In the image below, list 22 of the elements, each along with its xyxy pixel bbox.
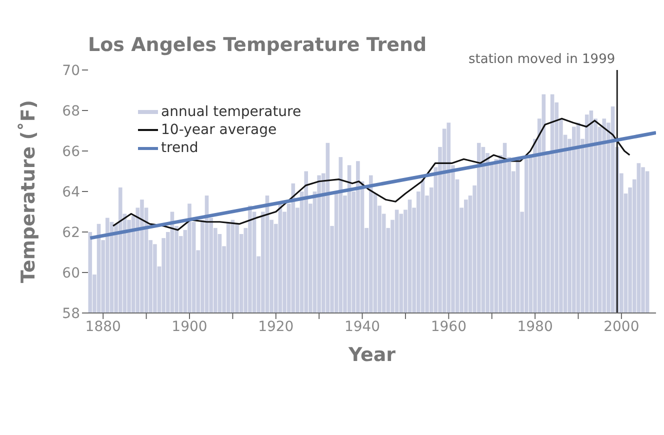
x-tick-label: 1900: [172, 318, 208, 335]
legend-label: trend: [161, 139, 198, 157]
x-tick-label: 2000: [604, 318, 640, 335]
y-tick-label: 66: [62, 144, 80, 160]
x-tick-label: 1980: [517, 318, 553, 335]
chart-title: Los Angeles Temperature Trend: [88, 34, 427, 56]
legend-label: annual temperature: [161, 103, 302, 121]
line-series: [112, 118, 630, 231]
y-tick-label: 62: [62, 224, 80, 241]
y-tick-label: 60: [62, 265, 80, 282]
ref-line-label: station moved in 1999: [468, 52, 616, 68]
y-tick-label: 68: [62, 103, 80, 120]
legend-label: 10-year average: [161, 121, 277, 139]
x-tick-label: 1940: [344, 318, 380, 335]
x-tick-label: 1920: [258, 318, 294, 335]
y-tick-label: 58: [62, 306, 80, 322]
y-tick-label: 70: [62, 62, 80, 79]
y-tick-label: 64: [62, 184, 80, 200]
x-axis-title: Year: [347, 344, 396, 366]
y-axis-title: Temperature (˚F): [18, 100, 40, 284]
x-tick-label: 1960: [430, 318, 466, 335]
x-tick-label: 1880: [85, 318, 121, 335]
